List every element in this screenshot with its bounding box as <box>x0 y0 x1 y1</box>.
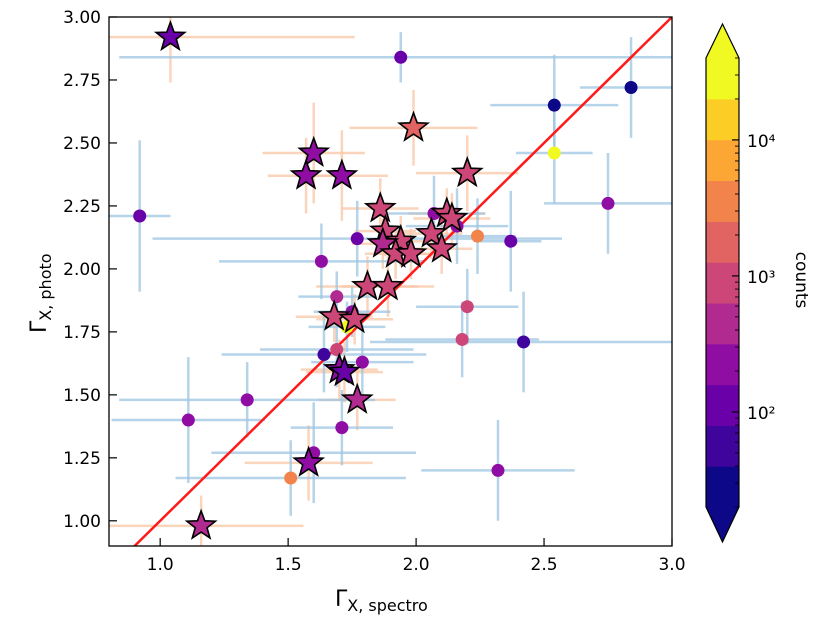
circle-point-8 <box>350 232 364 246</box>
colorbar-label: counts <box>791 252 811 309</box>
star-point-4 <box>325 158 359 190</box>
errorbars-layer <box>109 17 672 546</box>
y-tick-label-0: 1.00 <box>63 512 101 532</box>
circle-point-3 <box>547 146 561 160</box>
star-point-22 <box>340 382 374 414</box>
colorbar-segment-4 <box>706 302 739 345</box>
x-tick-label-3: 2.5 <box>531 555 558 575</box>
star-point-10 <box>414 216 448 248</box>
circle-point-11 <box>314 254 328 268</box>
circle-point-2 <box>624 81 638 95</box>
x-axis-label: ΓX, spectro <box>335 587 428 615</box>
markers-layer <box>133 19 638 540</box>
y-tick-label-8: 3.00 <box>63 8 101 28</box>
circle-point-25 <box>491 463 505 477</box>
colorbar: 10² 10³ 10⁴ <box>705 22 776 544</box>
star-point-6 <box>363 191 397 223</box>
colorbar-tick-label-2: 10⁴ <box>747 132 776 152</box>
star-point-23 <box>292 445 326 477</box>
star-point-21 <box>327 354 361 387</box>
star-point-2 <box>297 135 331 168</box>
colorbar-segment-7 <box>706 180 739 222</box>
circle-point-4 <box>133 209 147 223</box>
colorbar-label-text: counts <box>791 252 811 309</box>
circle-point-16 <box>455 332 469 346</box>
circle-point-5 <box>601 196 615 210</box>
y-axis-label: ΓX, photo <box>27 253 55 333</box>
y-tick-label-7: 2.75 <box>63 71 101 91</box>
x-axis-label-main: Γ <box>335 587 348 612</box>
x-tick-label-0: 1.0 <box>147 555 174 575</box>
y-tick-label-3: 1.75 <box>63 323 101 343</box>
star-point-0 <box>153 19 187 52</box>
star-point-11 <box>384 223 418 256</box>
x-tick-label-1: 1.5 <box>275 555 302 575</box>
star-point-8 <box>435 201 469 233</box>
star-point-5 <box>450 155 484 188</box>
x-tick-label-4: 3.0 <box>658 555 685 575</box>
y-axis-label-main: Γ <box>27 320 52 333</box>
colorbar-segment-0 <box>706 466 739 508</box>
circle-point-23 <box>335 421 349 435</box>
circle-point-18 <box>317 348 331 362</box>
x-tick-label-2: 2.0 <box>403 555 430 575</box>
svg-text:ΓX, spectro: ΓX, spectro <box>335 587 428 615</box>
star-point-24 <box>184 508 218 540</box>
circle-point-6 <box>504 234 518 248</box>
star-point-15 <box>425 231 459 263</box>
colorbar-segment-6 <box>706 221 739 263</box>
y-tick-label-4: 2.00 <box>63 260 101 280</box>
svg-text:ΓX, photo: ΓX, photo <box>27 253 55 333</box>
circle-point-19 <box>330 343 344 357</box>
colorbar-segment-5 <box>706 262 739 304</box>
star-point-1 <box>397 110 431 142</box>
circle-point-7 <box>471 229 485 243</box>
colorbar-segment-3 <box>706 343 739 386</box>
colorbar-segment-9 <box>706 98 739 141</box>
star-point-17 <box>371 269 405 301</box>
y-tick-label-5: 2.25 <box>63 197 101 217</box>
x-axis-label-sub: X, spectro <box>347 596 428 615</box>
circle-point-22 <box>181 413 195 427</box>
circle-point-26 <box>284 471 298 485</box>
axis-ticks: 1.0 1.5 2.0 2.5 3.0 1.00 1.25 1.50 1.75 2.00 2.25 2… <box>63 8 685 575</box>
colorbar-segment-8 <box>706 139 739 182</box>
star-point-14 <box>394 236 428 268</box>
star-point-3 <box>289 158 323 190</box>
circle-point-15 <box>460 300 474 314</box>
circle-point-12 <box>330 290 344 304</box>
star-point-19 <box>338 301 372 334</box>
circle-point-20 <box>355 355 369 369</box>
circle-point-17 <box>517 335 531 349</box>
colorbar-tick-label-0: 10² <box>747 404 775 424</box>
plot-frame <box>108 16 673 547</box>
colorbar-segment-10 <box>706 58 739 100</box>
y-axis-label-sub: X, photo <box>36 253 55 320</box>
circle-point-1 <box>547 98 561 112</box>
y-tick-label-1: 1.25 <box>63 449 101 469</box>
star-point-18 <box>317 299 351 331</box>
y-tick-label-2: 1.50 <box>63 386 101 406</box>
y-tick-label-6: 2.50 <box>63 134 101 154</box>
circle-point-21 <box>240 393 254 407</box>
colorbar-extend-max <box>706 24 739 58</box>
colorbar-extend-min <box>706 507 739 542</box>
colorbar-segment-1 <box>706 425 739 467</box>
circle-point-0 <box>394 50 408 64</box>
colorbar-tick-label-1: 10³ <box>747 268 775 288</box>
colorbar-segment-2 <box>706 384 739 426</box>
